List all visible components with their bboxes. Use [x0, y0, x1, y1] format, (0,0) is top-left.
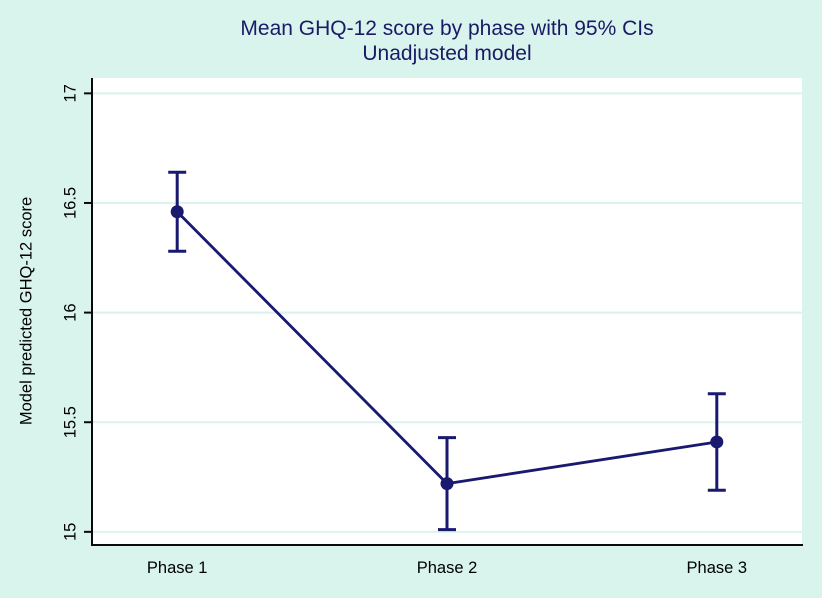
y-tick-label: 15 [61, 523, 79, 541]
x-category-label: Phase 3 [687, 559, 748, 577]
y-tick-label: 17 [61, 84, 79, 102]
y-tick-label: 16.5 [61, 187, 79, 219]
y-tick-label: 15.5 [61, 406, 79, 438]
chart-subtitle: Unadjusted model [362, 42, 532, 65]
y-tick-label: 16 [61, 303, 79, 321]
data-point-marker [170, 205, 184, 219]
y-axis-title: Model predicted GHQ-12 score [17, 196, 36, 426]
chart-title: Mean GHQ-12 score by phase with 95% CIs [240, 17, 654, 40]
x-category-label: Phase 1 [147, 559, 208, 577]
x-category-label: Phase 2 [417, 559, 478, 577]
data-point-marker [710, 435, 724, 449]
chart-header: Mean GHQ-12 score by phase with 95% CIs … [92, 16, 802, 66]
data-point-marker [440, 477, 454, 491]
